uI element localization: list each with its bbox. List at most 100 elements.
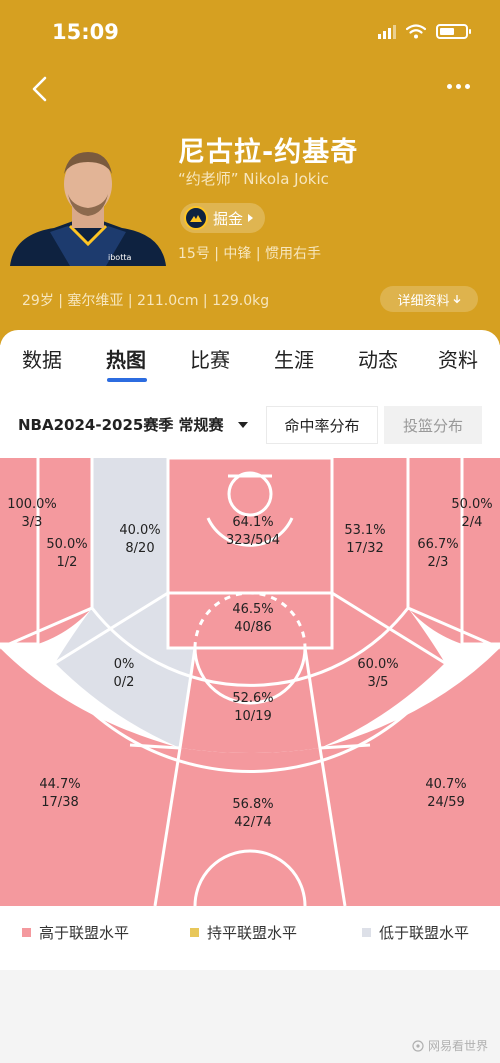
legend-item-above: 高于联盟水平 [22, 922, 129, 943]
legend-swatch [22, 928, 31, 937]
zone-made-att: 323/504 [225, 533, 280, 548]
heatmap-zone [38, 458, 92, 644]
zone-pct: 52.6% [232, 691, 274, 706]
legend-label: 高于联盟水平 [39, 924, 130, 942]
zone-made-att: 17/32 [346, 541, 384, 556]
player-meta: 15号 | 中锋 | 惯用右手 [178, 246, 322, 262]
season-label: NBA2024-2025赛季 常规赛 [18, 416, 224, 434]
season-select[interactable]: NBA2024-2025赛季 常规赛 [18, 414, 248, 435]
zone-made-att: 8/20 [125, 541, 155, 556]
court-diagram [0, 458, 500, 906]
legend-label: 低于联盟水平 [379, 924, 470, 942]
details-button-label: 详细资料 [397, 293, 450, 309]
player-header: 15:09 ibotta 尼古拉-约基奇 “约老师” Nikola Jokic … [0, 0, 500, 345]
zone-left-lane-mid: 40.0% 8/20 [90, 522, 190, 558]
heatmap-zone [332, 458, 445, 663]
heatmap-zone [305, 593, 445, 748]
heatmap-zone [0, 648, 180, 906]
heatmap-zone [155, 748, 345, 906]
arrow-down-icon [453, 295, 460, 304]
zone-made-att: 2/4 [461, 515, 483, 530]
legend-item-below: 低于联盟水平 [362, 922, 469, 943]
court-lines [0, 458, 500, 906]
content-panel: 数据 热图 比赛 生涯 动态 资料 NBA2024-2025赛季 常规赛 命中率… [0, 330, 500, 970]
heatmap-zone [320, 648, 500, 906]
zone-made-att: 2/3 [427, 555, 449, 570]
heatmap-zone [168, 593, 332, 648]
zone-right-wing-mid: 60.0% 3/5 [328, 656, 428, 692]
zone-pct: 44.7% [39, 777, 81, 792]
zone-paint: 46.5% 40/86 [203, 601, 303, 637]
zone-left-baseline-mid: 50.0% 1/2 [17, 536, 117, 572]
wifi-icon [406, 24, 426, 39]
status-time: 15:09 [52, 20, 119, 44]
jersey-sponsor: ibotta [108, 253, 131, 262]
tab-career[interactable]: 生涯 [274, 348, 314, 372]
zone-left-corner-three: 100.0% 3/3 [0, 496, 82, 532]
zone-pct: 40.7% [425, 777, 467, 792]
legend-swatch [362, 928, 371, 937]
zone-pct: 64.1% [232, 515, 274, 530]
more-options-button[interactable] [447, 84, 470, 89]
team-name: 掘金 [213, 209, 244, 228]
zone-pct: 0% [113, 657, 135, 672]
tab-heatmap[interactable]: 热图 [106, 348, 146, 372]
tab-bar: 数据 热图 比赛 生涯 动态 资料 [0, 330, 500, 386]
zone-made-att: 10/19 [234, 709, 272, 724]
zone-made-att: 3/3 [21, 515, 43, 530]
watermark: 网易看世界 [412, 1037, 488, 1054]
legend-label: 持平联盟水平 [207, 924, 298, 942]
filter-row: NBA2024-2025赛季 常规赛 命中率分布 投篮分布 [0, 402, 500, 448]
tab-data[interactable]: 数据 [22, 348, 62, 372]
zone-made-att: 1/2 [56, 555, 78, 570]
player-name: 尼古拉-约基奇 [178, 137, 359, 168]
zone-pct: 60.0% [357, 657, 399, 672]
zone-pct: 46.5% [232, 602, 274, 617]
watermark-logo-icon [412, 1039, 424, 1052]
zone-left-wing-three: 44.7% 17/38 [10, 776, 110, 812]
player-body-stats: 29岁 | 塞尔维亚 | 211.0cm | 129.0kg [22, 293, 270, 309]
legend-item-equal: 持平联盟水平 [190, 922, 297, 943]
team-logo-icon [184, 206, 208, 230]
toggle-distribution[interactable]: 投篮分布 [384, 406, 482, 444]
zone-pct: 50.0% [46, 537, 88, 552]
player-avatar: ibotta [10, 152, 166, 266]
tab-news[interactable]: 动态 [358, 348, 398, 372]
team-link[interactable]: 掘金 [180, 203, 266, 233]
zone-right-lane-mid: 53.1% 17/32 [315, 522, 415, 558]
heatmap-zone [408, 458, 462, 644]
battery-icon [436, 24, 471, 39]
heatmap-zone [168, 458, 332, 593]
zone-made-att: 0/2 [113, 675, 135, 690]
zone-made-att: 17/38 [41, 795, 79, 810]
legend-swatch [190, 928, 199, 937]
zone-restricted-area: 64.1% 323/504 [203, 514, 303, 550]
player-nickname: “约老师” Nikola Jokic [178, 170, 329, 188]
legend: 高于联盟水平 持平联盟水平 低于联盟水平 [0, 916, 500, 948]
zone-pct: 100.0% [7, 497, 57, 512]
zone-right-corner-three: 50.0% 2/4 [422, 496, 500, 532]
signal-icon [378, 24, 396, 39]
zone-made-att: 3/5 [367, 675, 389, 690]
caret-down-icon [237, 421, 248, 428]
tab-profile[interactable]: 资料 [438, 348, 478, 372]
watermark-text: 网易看世界 [427, 1039, 488, 1053]
zone-left-wing-mid: 0% 0/2 [74, 656, 174, 692]
back-button[interactable] [28, 74, 52, 104]
chevron-right-icon [248, 214, 254, 222]
toggle-accuracy[interactable]: 命中率分布 [266, 406, 378, 444]
heatmap-zone [462, 458, 500, 644]
heatmap-zone [55, 458, 168, 663]
zone-made-att: 42/74 [234, 815, 272, 830]
zone-right-baseline-mid: 66.7% 2/3 [388, 536, 488, 572]
tab-games[interactable]: 比赛 [190, 348, 230, 372]
zone-pct: 66.7% [417, 537, 459, 552]
heatmap-zone [0, 458, 38, 644]
status-icons [378, 24, 471, 39]
zone-top-three: 56.8% 42/74 [203, 796, 303, 832]
zone-top-key-mid: 52.6% 10/19 [203, 690, 303, 726]
zone-right-wing-three: 40.7% 24/59 [396, 776, 496, 812]
details-button[interactable]: 详细资料 [380, 286, 478, 312]
heatmap-zone [55, 593, 195, 748]
zone-pct: 56.8% [232, 797, 274, 812]
